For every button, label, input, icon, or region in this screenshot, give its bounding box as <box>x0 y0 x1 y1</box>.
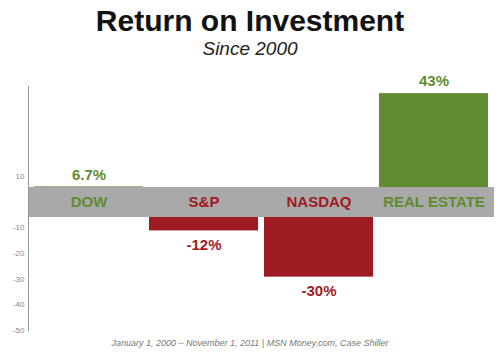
svg-text:-12%: -12% <box>186 236 221 253</box>
svg-text:-30: -30 <box>13 275 25 284</box>
svg-text:-30%: -30% <box>301 282 336 299</box>
svg-text:S&P: S&P <box>189 193 220 210</box>
svg-text:10: 10 <box>16 172 25 181</box>
html-text:Since 2000: Since 2000 <box>202 38 298 59</box>
svg-text:-40: -40 <box>13 300 25 309</box>
svg-text:43%: 43% <box>419 72 449 89</box>
html-text:January 1, 2000 – November 1,: January 1, 2000 – November 1, 2011 | MSN… <box>111 338 389 348</box>
svg-text:NASDAQ: NASDAQ <box>286 193 351 210</box>
svg-text:REAL ESTATE: REAL ESTATE <box>383 193 485 210</box>
svg-text:-50: -50 <box>13 326 25 335</box>
svg-text:DOW: DOW <box>71 193 109 210</box>
html-text:Return on Investment: Return on Investment <box>95 4 405 37</box>
svg-text:-20: -20 <box>13 249 25 258</box>
svg-text:-10: -10 <box>13 223 25 232</box>
svg-text:6.7%: 6.7% <box>72 166 106 183</box>
